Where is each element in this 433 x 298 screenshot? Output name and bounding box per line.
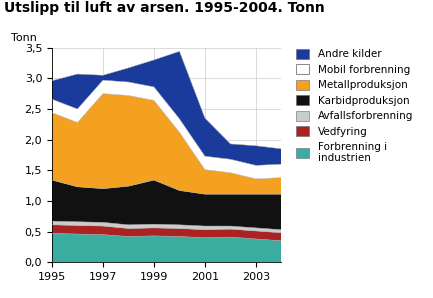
Legend: Andre kilder, Mobil forbrenning, Metallproduksjon, Karbidproduksjon, Avfallsforb: Andre kilder, Mobil forbrenning, Metallp… bbox=[296, 49, 413, 163]
Text: Tonn: Tonn bbox=[11, 33, 36, 44]
Text: Utslipp til luft av arsen. 1995-2004. Tonn: Utslipp til luft av arsen. 1995-2004. To… bbox=[4, 1, 325, 15]
